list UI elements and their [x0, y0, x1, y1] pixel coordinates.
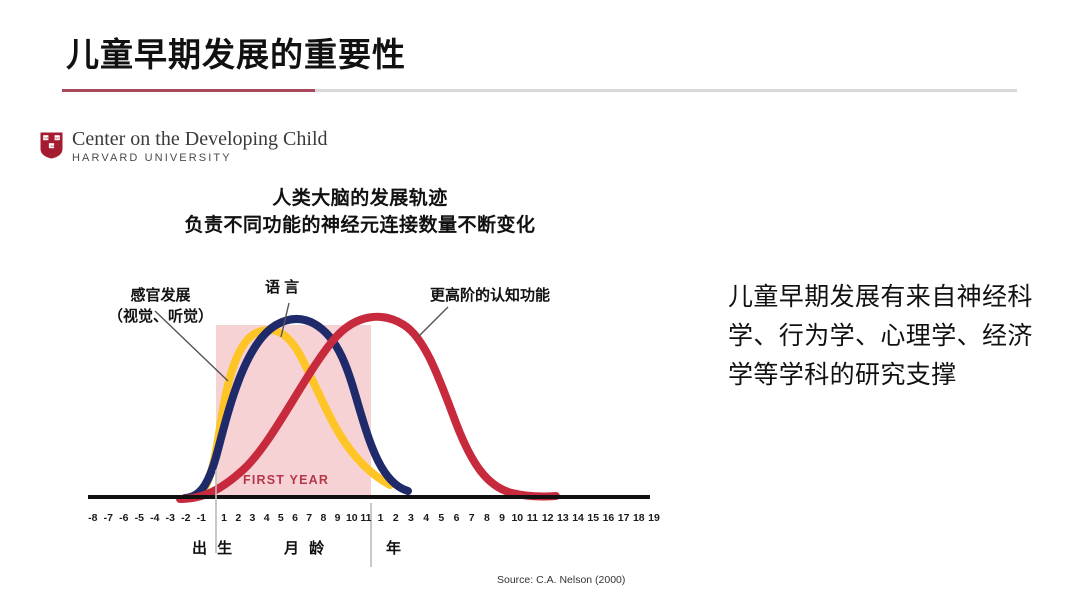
page-title: 儿童早期发展的重要性: [66, 36, 406, 73]
x-tick: 3: [249, 512, 256, 524]
x-ticks-years: 1 2 3 4 5 6 7 8 9 10 11 12 13 14 15 16 17 18 19: [373, 509, 662, 527]
curve-language: [181, 315, 412, 502]
x-ticks-months: 1 2 3 4 5 6 7 8 9 10 11: [217, 509, 373, 527]
x-tick: 9: [499, 512, 506, 524]
x-tick: -5: [134, 512, 144, 524]
x-tick: 15: [587, 512, 600, 524]
chart-source: Source: C.A. Nelson (2000): [497, 574, 626, 586]
label-sensory-line2: （视觉、听觉）: [108, 308, 214, 325]
harvard-logo: VE RI TAS Center on the Developing Child…: [40, 128, 370, 172]
label-cognitive: 更高阶的认知功能: [430, 287, 551, 304]
label-language: 语 言: [265, 279, 300, 296]
leader-line-cognitive: [417, 306, 449, 338]
logo-title: Center on the Developing Child: [72, 128, 328, 150]
title-divider-accent: [62, 89, 315, 92]
x-tick: 17: [617, 512, 630, 524]
logo-subtitle: HARVARD UNIVERSITY: [72, 152, 232, 164]
x-ticks-prenatal: -8 -7 -6 -5 -4 -3 -2 -1: [85, 509, 209, 527]
harvard-shield-icon: VE RI TAS: [40, 132, 63, 159]
x-tick: -3: [165, 512, 175, 524]
chart-title-line1: 人类大脑的发展轨迹: [272, 188, 448, 209]
x-tick: 6: [292, 512, 298, 524]
x-tick: 11: [360, 512, 372, 524]
label-sensory-line1: 感官发展: [130, 287, 191, 304]
x-tick: 7: [306, 512, 313, 524]
svg-text:RI: RI: [55, 136, 59, 140]
brain-development-chart: 人类大脑的发展轨迹 负责不同功能的神经元连接数量不断变化 感官发展 （视觉、听觉…: [60, 185, 660, 595]
x-tick: -8: [88, 512, 98, 524]
x-tick: 16: [602, 512, 615, 524]
x-tick: 1: [377, 512, 384, 524]
x-tick: 8: [320, 512, 327, 524]
x-tick: 10: [345, 512, 358, 524]
x-tick: 5: [438, 512, 445, 524]
chart-title-line2: 负责不同功能的神经元连接数量不断变化: [184, 215, 536, 236]
x-tick: 18: [632, 512, 645, 524]
x-tick: -2: [181, 512, 191, 524]
svg-text:VE: VE: [44, 136, 49, 140]
x-tick: 14: [572, 512, 584, 524]
x-tick: 6: [453, 512, 460, 524]
leader-line-sensory: [154, 310, 229, 382]
curve-cognitive: [176, 312, 560, 503]
axis-group-years: 年: [386, 540, 405, 557]
x-tick: -6: [119, 512, 129, 524]
x-tick: 1: [221, 512, 228, 524]
x-tick: 12: [541, 512, 554, 524]
x-tick: 2: [392, 512, 399, 524]
x-tick: 11: [526, 512, 539, 524]
x-tick: 4: [263, 512, 270, 524]
x-tick: -4: [150, 512, 160, 524]
axis-group-months: 月 龄: [284, 540, 328, 557]
x-tick: 8: [483, 512, 490, 524]
x-tick: 19: [648, 512, 660, 524]
chart-plot: [88, 302, 650, 567]
x-tick: 4: [423, 512, 430, 524]
axis-group-birth: 出 生: [192, 540, 236, 557]
x-tick: 10: [511, 512, 524, 524]
x-tick: 13: [557, 512, 569, 524]
x-axis-line: [88, 495, 650, 499]
body-text: 儿童早期发展有来自神经科学、行为学、心理学、经济学等学科的研究支撑: [728, 283, 1033, 389]
x-tick: 5: [277, 512, 284, 524]
x-tick: 9: [334, 512, 341, 524]
title-divider: [62, 89, 1017, 92]
x-tick: -1: [196, 512, 206, 524]
svg-text:TAS: TAS: [50, 144, 56, 148]
label-sensory: 感官发展 （视觉、听觉）: [108, 285, 213, 327]
first-year-label: FIRST YEAR: [243, 473, 330, 487]
x-tick: 2: [235, 512, 242, 524]
x-tick: 3: [408, 512, 414, 524]
chart-title: 人类大脑的发展轨迹 负责不同功能的神经元连接数量不断变化: [60, 185, 660, 239]
x-tick: 7: [468, 512, 475, 524]
x-tick: -7: [103, 512, 113, 524]
leader-line-language: [280, 302, 290, 338]
